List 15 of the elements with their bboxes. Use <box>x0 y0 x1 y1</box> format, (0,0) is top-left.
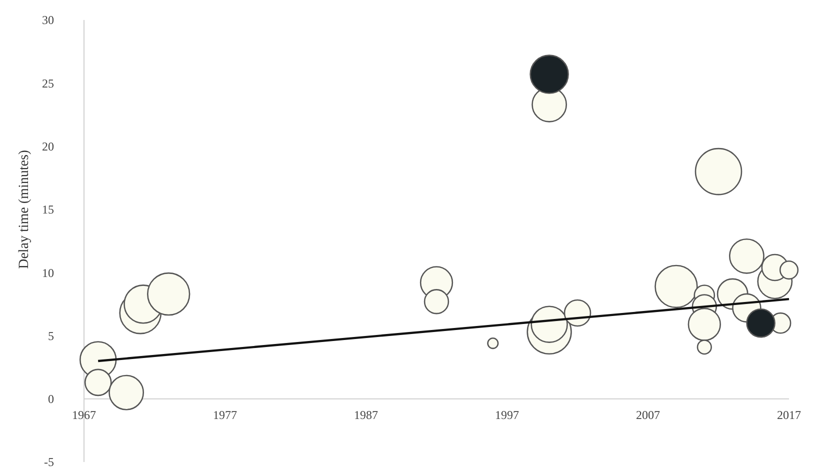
y-tick-label: -5 <box>44 455 54 470</box>
x-tick-label: 1987 <box>354 408 378 422</box>
x-tick-label: 2007 <box>636 408 660 422</box>
x-tick-label: 1967 <box>72 408 96 422</box>
y-tick-label: 20 <box>42 139 54 154</box>
x-tick-label: 1997 <box>495 408 519 422</box>
y-tick-label: 15 <box>42 202 54 217</box>
y-tick-label: 5 <box>48 328 54 343</box>
x-tick-label: 2017 <box>777 408 801 422</box>
x-tick-label: 1977 <box>213 408 237 422</box>
y-tick-label: 25 <box>42 76 54 90</box>
y-axis-title: Delay time (minutes) <box>17 150 32 269</box>
y-tick-label: 0 <box>48 392 54 406</box>
y-tick-label: 10 <box>42 266 54 280</box>
y-tick-label: 30 <box>42 13 54 28</box>
